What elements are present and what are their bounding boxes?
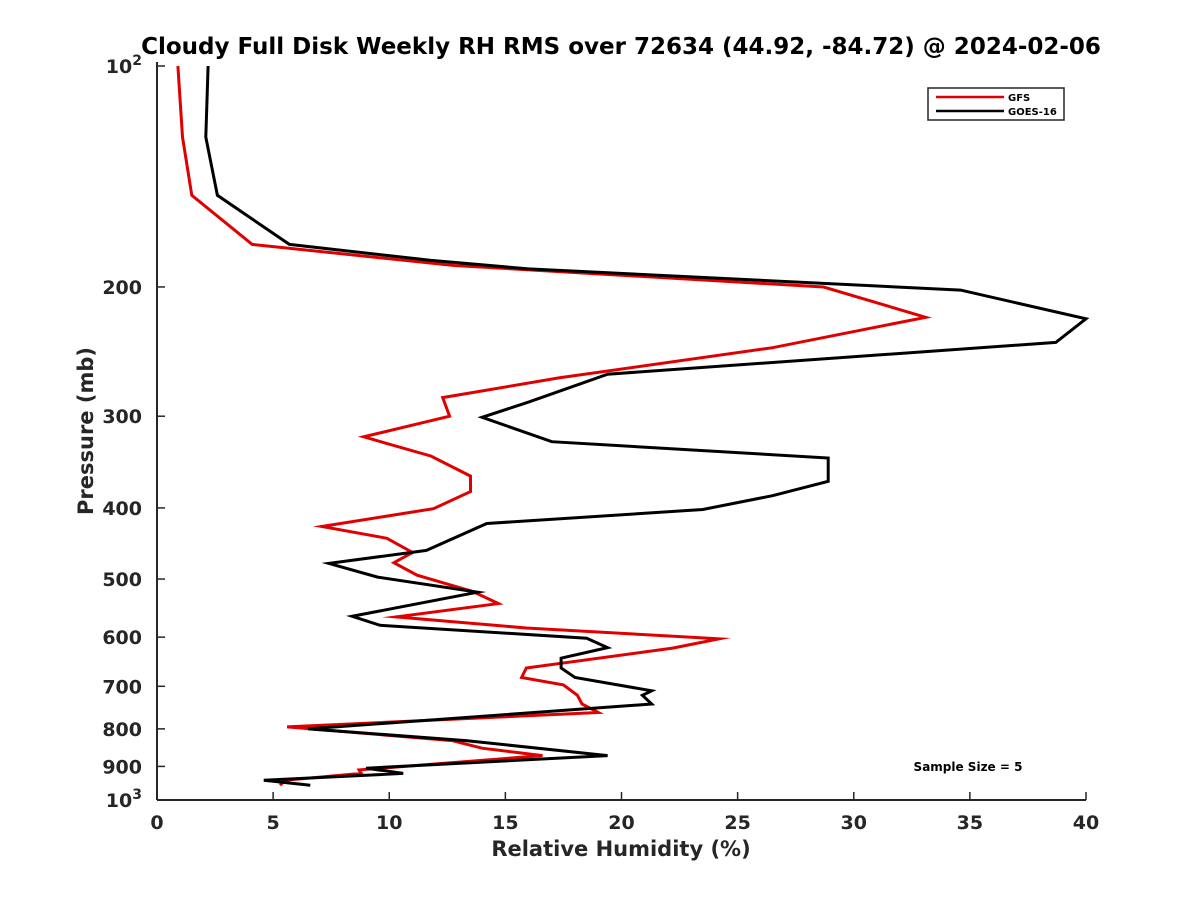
- y-tick-label: 200: [102, 277, 142, 299]
- x-tick-label: 30: [841, 812, 867, 834]
- y-axis-ticks: 102 200 300 400 500 600 700 800 900 103: [102, 53, 165, 812]
- x-axis-title: Relative Humidity (%): [491, 837, 750, 861]
- x-tick-label: 5: [267, 812, 280, 834]
- x-tick-label: 15: [492, 812, 518, 834]
- y-tick-label: 400: [102, 498, 142, 520]
- x-tick-label: 10: [376, 812, 402, 834]
- series-layer: [176, 65, 1090, 787]
- series-line-goes16: [204, 65, 1090, 787]
- legend-label-gfs: GFS: [1008, 93, 1030, 104]
- legend: GFS GOES-16: [927, 87, 1065, 121]
- x-axis-ticks: 0 5 10 15 20 25 30 35 40: [150, 792, 1099, 834]
- y-tick-label: 103: [106, 787, 142, 812]
- y-tick-label: 900: [102, 756, 142, 778]
- y-tick-label: 600: [102, 627, 142, 649]
- x-tick-label: 35: [957, 812, 983, 834]
- x-tick-label: 40: [1073, 812, 1099, 834]
- y-tick-label: 300: [102, 406, 142, 428]
- x-tick-label: 20: [608, 812, 634, 834]
- sample-size-annotation: Sample Size = 5: [914, 760, 1023, 774]
- x-tick-label: 0: [150, 812, 163, 834]
- chart-title: Cloudy Full Disk Weekly RH RMS over 7263…: [141, 34, 1101, 60]
- y-tick-label: 500: [102, 569, 142, 591]
- x-tick-label: 25: [724, 812, 750, 834]
- y-axis-title: Pressure (mb): [74, 347, 98, 515]
- legend-label-goes16: GOES-16: [1008, 107, 1057, 118]
- y-tick-label: 800: [102, 719, 142, 741]
- y-tick-label: 700: [102, 676, 142, 698]
- legend-box: [927, 87, 1065, 121]
- y-tick-label: 102: [106, 53, 142, 78]
